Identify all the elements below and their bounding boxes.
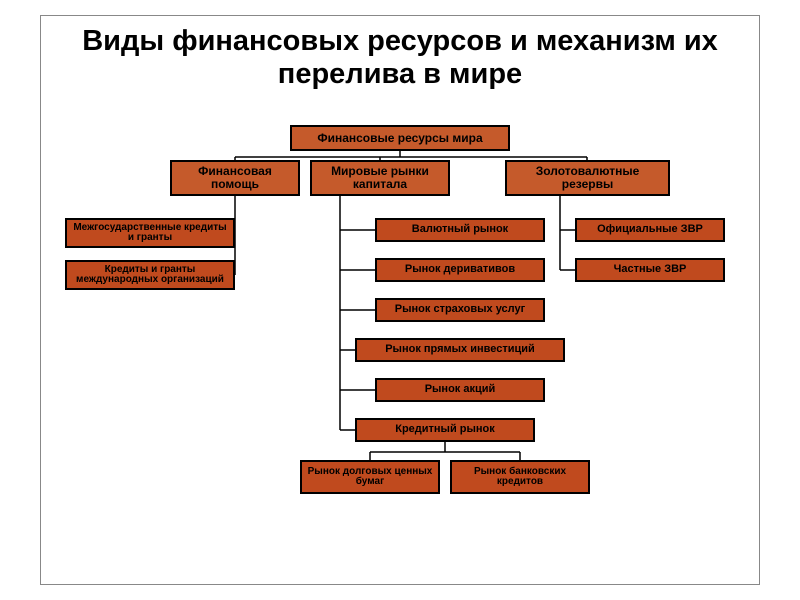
node-insurance: Рынок страховых услуг: [375, 298, 545, 322]
node-root: Финансовые ресурсы мира: [290, 125, 510, 151]
node-label: Рынок банковских кредитов: [456, 467, 584, 488]
node-debt-sec: Рынок долговых ценных бумаг: [300, 460, 440, 494]
node-label: Рынок страховых услуг: [395, 304, 525, 316]
node-credits-gov: Межгосударственные кредиты и гранты: [65, 218, 235, 248]
node-label: Валютный рынок: [412, 224, 508, 236]
node-direct-inv: Рынок прямых инвестиций: [355, 338, 565, 362]
node-label: Финансовые ресурсы мира: [317, 132, 482, 145]
node-label: Рынок долговых ценных бумаг: [306, 467, 434, 488]
node-label: Кредитный рынок: [395, 424, 495, 436]
node-private-r: Частные ЗВР: [575, 258, 725, 282]
node-fin-help: Финансовая помощь: [170, 160, 300, 196]
node-credit-mkt: Кредитный рынок: [355, 418, 535, 442]
node-label: Рынок акций: [425, 384, 496, 396]
node-label: Межгосударственные кредиты и гранты: [71, 223, 229, 244]
node-label: Кредиты и гранты международных организац…: [71, 265, 229, 286]
node-label: Золотовалютные резервы: [511, 165, 664, 190]
node-label: Мировые рынки капитала: [316, 165, 444, 190]
node-bank-credit: Рынок банковских кредитов: [450, 460, 590, 494]
node-world-mkts: Мировые рынки капитала: [310, 160, 450, 196]
node-fx-market: Валютный рынок: [375, 218, 545, 242]
node-label: Официальные ЗВР: [597, 224, 703, 236]
node-label: Финансовая помощь: [176, 165, 294, 190]
node-label: Рынок деривативов: [405, 264, 515, 276]
node-label: Рынок прямых инвестиций: [385, 344, 535, 356]
page-title: Виды финансовых ресурсов и механизм их п…: [60, 25, 740, 92]
node-label: Частные ЗВР: [614, 264, 687, 276]
node-reserves: Золотовалютные резервы: [505, 160, 670, 196]
node-stocks: Рынок акций: [375, 378, 545, 402]
node-official-r: Официальные ЗВР: [575, 218, 725, 242]
node-derivatives: Рынок деривативов: [375, 258, 545, 282]
node-credits-int: Кредиты и гранты международных организац…: [65, 260, 235, 290]
